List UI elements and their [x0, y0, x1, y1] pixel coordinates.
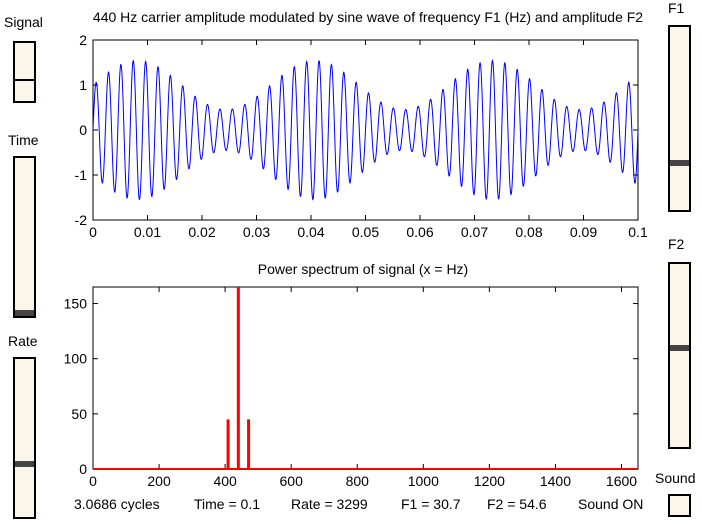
spectrum-xtick-label: 1400 — [540, 473, 571, 489]
f1-slider-thumb[interactable] — [670, 160, 689, 166]
spectrum-xtick-label: 0 — [89, 473, 97, 489]
spectrum-title: Power spectrum of signal (x = Hz) — [258, 261, 468, 277]
waveform-ytick-label: 1 — [79, 77, 87, 93]
waveform-title: 440 Hz carrier amplitude modulated by si… — [93, 9, 643, 25]
rate-readout: Rate = 3299 — [291, 496, 368, 512]
waveform-xtick-label: 0.03 — [243, 224, 270, 240]
waveform-xtick-label: 0.01 — [134, 224, 161, 240]
waveform-plot: 440 Hz carrier amplitude modulated by si… — [75, 9, 648, 240]
time-readout: Time = 0.1 — [194, 496, 261, 512]
sound-toggle-label: Sound — [655, 470, 696, 486]
spectrum-ytick-label: 0 — [79, 461, 87, 477]
waveform-ytick-label: 0 — [79, 122, 87, 138]
waveform-xtick-label: 0.05 — [352, 224, 379, 240]
sound-toggle[interactable] — [668, 494, 691, 517]
rate-slider[interactable] — [13, 357, 36, 519]
time-slider-thumb[interactable] — [15, 310, 34, 316]
waveform-xtick-label: 0.06 — [406, 224, 433, 240]
spectrum-axes-box — [92, 286, 639, 470]
waveform-ytick-label: 2 — [79, 32, 87, 48]
f2-slider[interactable] — [668, 262, 691, 449]
signal-slider[interactable] — [13, 41, 36, 103]
spectrum-plot: Power spectrum of signal (x = Hz) 150 100… — [64, 261, 639, 489]
cycles-readout: 3.0686 cycles — [74, 496, 160, 512]
f1-slider-label: F1 — [668, 0, 685, 16]
f2-readout: F2 = 54.6 — [487, 496, 547, 512]
signal-slider-label: Signal — [4, 14, 43, 30]
spectrum-xtick-label: 600 — [280, 473, 304, 489]
waveform-xtick-label: 0.04 — [297, 224, 324, 240]
waveform-xtick-label: 0.02 — [188, 224, 215, 240]
sound-status: Sound ON — [578, 496, 644, 512]
f1-readout: F1 = 30.7 — [401, 496, 461, 512]
spectrum-ytick-label: 100 — [64, 351, 88, 367]
spectrum-ytick-label: 50 — [71, 406, 87, 422]
waveform-xtick-label: 0.07 — [461, 224, 488, 240]
waveform-xtick-label: 0.09 — [570, 224, 597, 240]
f1-slider[interactable] — [668, 25, 691, 212]
waveform-xtick-label: 0.1 — [628, 224, 648, 240]
rate-slider-label: Rate — [8, 333, 38, 349]
spectrum-ytick-label: 150 — [64, 296, 88, 312]
waveform-xtick-label: 0 — [89, 224, 97, 240]
waveform-ytick-label: -1 — [75, 167, 88, 183]
f2-slider-thumb[interactable] — [670, 345, 689, 351]
waveform-xtick-label: 0.08 — [515, 224, 542, 240]
spectrum-xtick-label: 400 — [213, 473, 237, 489]
spectrum-xtick-label: 800 — [346, 473, 370, 489]
waveform-ytick-label: -2 — [75, 212, 88, 228]
spectrum-xtick-label: 200 — [147, 473, 171, 489]
signal-slider-thumb[interactable] — [15, 79, 34, 81]
spectrum-xtick-label: 1600 — [606, 473, 637, 489]
time-slider-label: Time — [8, 132, 39, 148]
spectrum-xtick-label: 1000 — [408, 473, 439, 489]
rate-slider-thumb[interactable] — [15, 461, 34, 467]
spectrum-xtick-label: 1200 — [474, 473, 505, 489]
waveform-series-line — [92, 59, 639, 201]
f2-slider-label: F2 — [668, 236, 685, 252]
time-slider[interactable] — [13, 156, 36, 318]
